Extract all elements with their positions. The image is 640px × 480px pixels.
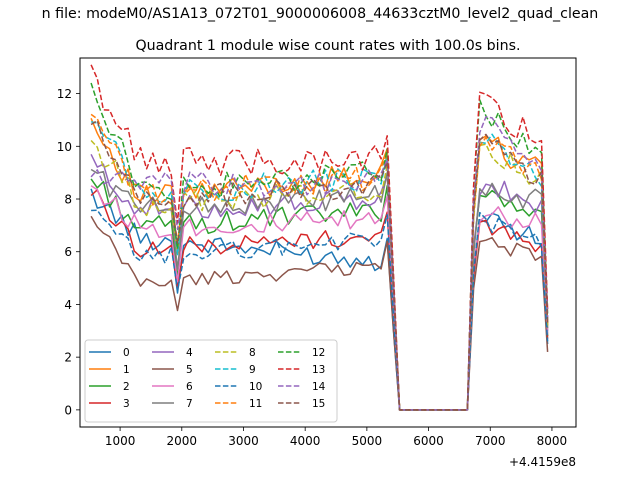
- legend-frame: [84, 339, 338, 423]
- legend-label-5: 5: [186, 364, 193, 376]
- figure-suptitle: n file: modeM0/AS1A13_072T01_9000006008_…: [42, 6, 599, 22]
- legend-label-15: 15: [312, 398, 325, 410]
- x-tick-label: 4000: [290, 434, 321, 448]
- x-tick-label: 7000: [475, 434, 506, 448]
- x-axis: 1000 2000 3000 4000 5000 6000 7000 8000: [105, 427, 567, 448]
- legend-label-14: 14: [312, 381, 326, 393]
- x-tick-label: 6000: [413, 434, 444, 448]
- legend-label-6: 6: [186, 381, 193, 393]
- legend-label-12: 12: [312, 347, 325, 359]
- legend-label-13: 13: [312, 364, 325, 376]
- series-line-14: [90, 116, 549, 411]
- legend-label-7: 7: [186, 398, 193, 410]
- y-tick-label: 10: [57, 140, 72, 154]
- y-tick-label: 12: [57, 87, 72, 101]
- legend-label-9: 9: [249, 364, 256, 376]
- legend-label-3: 3: [123, 398, 130, 410]
- y-tick-label: 6: [64, 245, 72, 259]
- legend-label-10: 10: [249, 381, 262, 393]
- x-tick-label: 2000: [167, 434, 198, 448]
- legend-label-0: 0: [123, 347, 130, 359]
- x-tick-label: 3000: [228, 434, 259, 448]
- chart-title: Quadrant 1 module wise count rates with …: [135, 38, 520, 54]
- legend-label-2: 2: [123, 381, 130, 393]
- plot-frame: [79, 57, 577, 428]
- x-tick-label: 8000: [537, 434, 568, 448]
- legend-label-8: 8: [249, 347, 256, 359]
- y-tick-label: 8: [64, 193, 72, 207]
- legend-label-1: 1: [123, 364, 130, 376]
- y-axis: 0 2 4 6 8 10 12: [57, 87, 80, 417]
- legend-label-11: 11: [249, 398, 262, 410]
- series-line-10: [91, 209, 549, 411]
- y-tick-label: 0: [64, 403, 72, 417]
- series-layer: [90, 64, 549, 411]
- x-axis-offset-label: +4.4159e8: [509, 455, 576, 469]
- x-tick-label: 5000: [352, 434, 383, 448]
- x-tick-label: 1000: [105, 434, 136, 448]
- series-line-15: [90, 119, 549, 411]
- y-tick-label: 2: [64, 351, 72, 365]
- legend-label-4: 4: [186, 347, 193, 359]
- y-tick-label: 4: [64, 298, 72, 312]
- series-line-13: [90, 64, 549, 411]
